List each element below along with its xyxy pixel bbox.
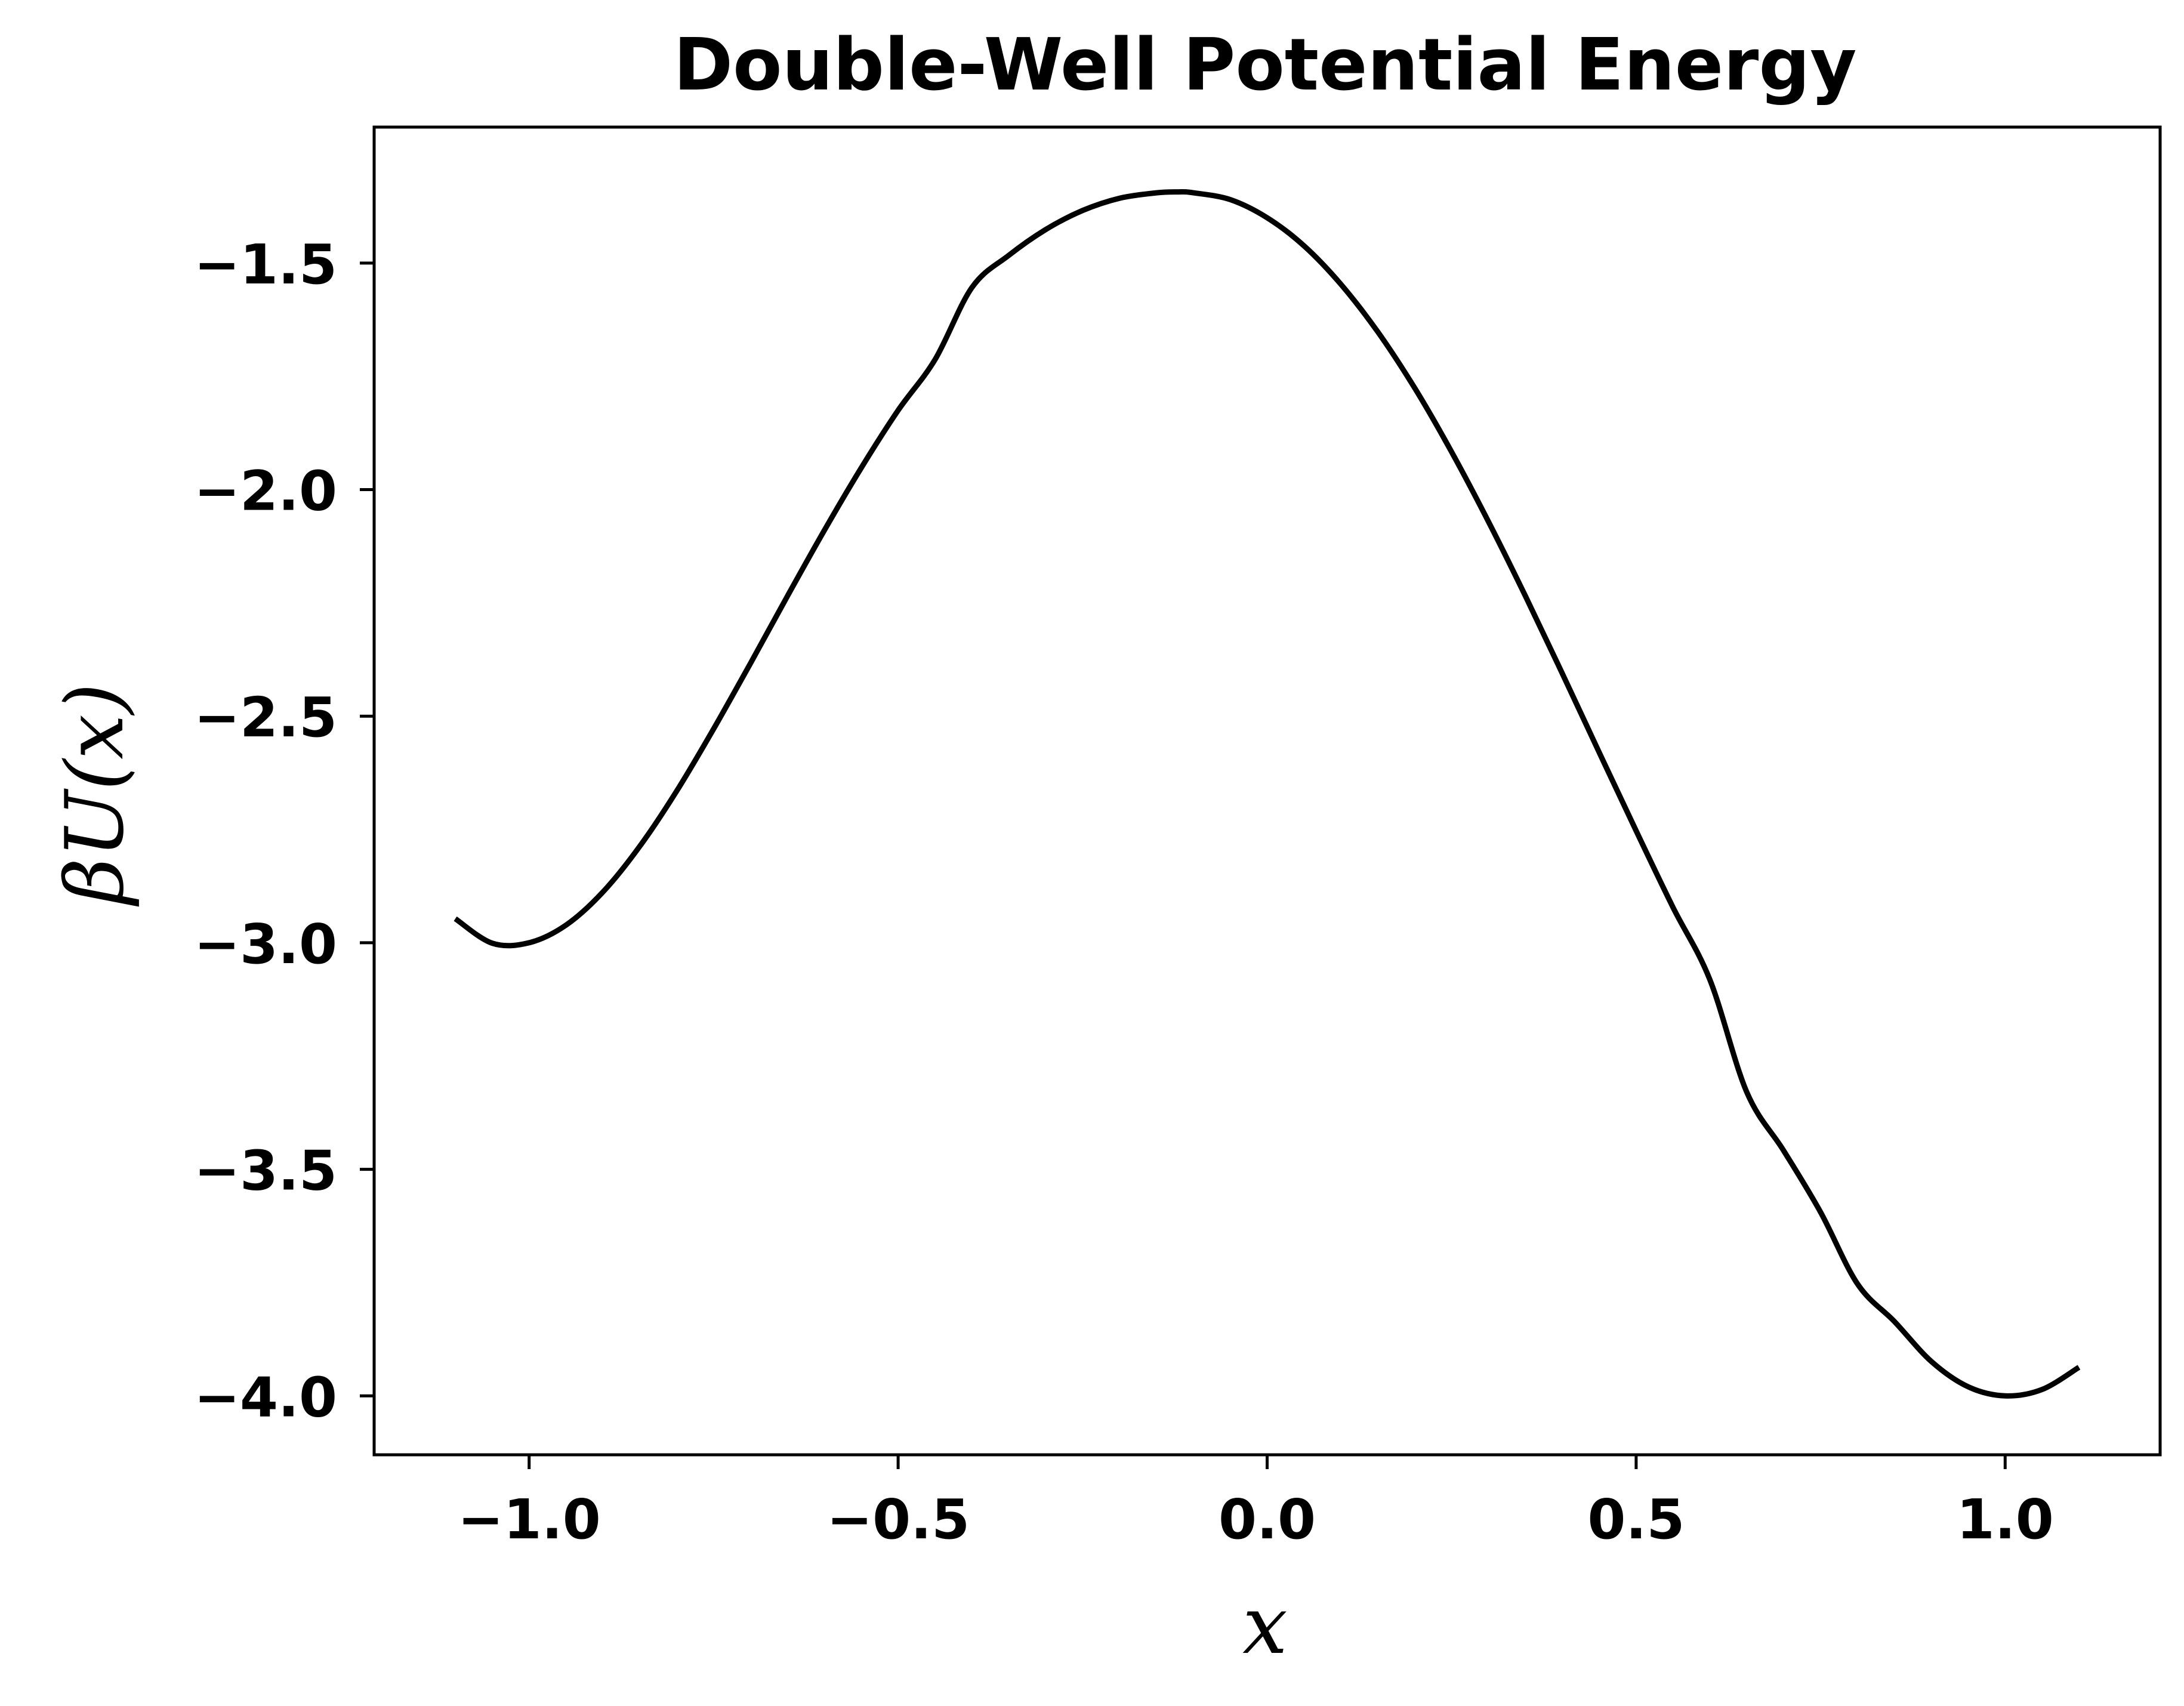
y-tick-label: −1.5 [194, 233, 337, 297]
x-tick-label: 0.0 [1219, 1488, 1316, 1551]
plot-area-frame [372, 125, 2162, 1457]
x-tick-label: 1.0 [1957, 1488, 2054, 1551]
y-tick-label: −3.0 [194, 912, 337, 976]
series-layer [454, 189, 2081, 1399]
y-axis-label: βU(x) [48, 683, 141, 908]
x-axis-ticks: −1.0 −0.5 0.0 0.5 1.0 [458, 1455, 2054, 1551]
x-tick-label: −1.0 [458, 1488, 601, 1551]
x-tick-label: 0.5 [1587, 1488, 1685, 1551]
x-tick-label: −0.5 [826, 1488, 970, 1551]
chart-title: Double-Well Potential Energy [674, 24, 1857, 107]
x-axis-label: x [1242, 1579, 1288, 1672]
y-tick-label: −4.0 [194, 1365, 337, 1429]
y-tick-label: −3.5 [194, 1139, 337, 1203]
y-tick-label: −2.5 [194, 686, 337, 749]
y-tick-label: −2.0 [194, 459, 337, 523]
y-axis-ticks: −1.5 −2.0 −2.5 −3.0 −3.5 −4.0 [194, 233, 374, 1429]
potential-curve [454, 189, 2081, 1399]
